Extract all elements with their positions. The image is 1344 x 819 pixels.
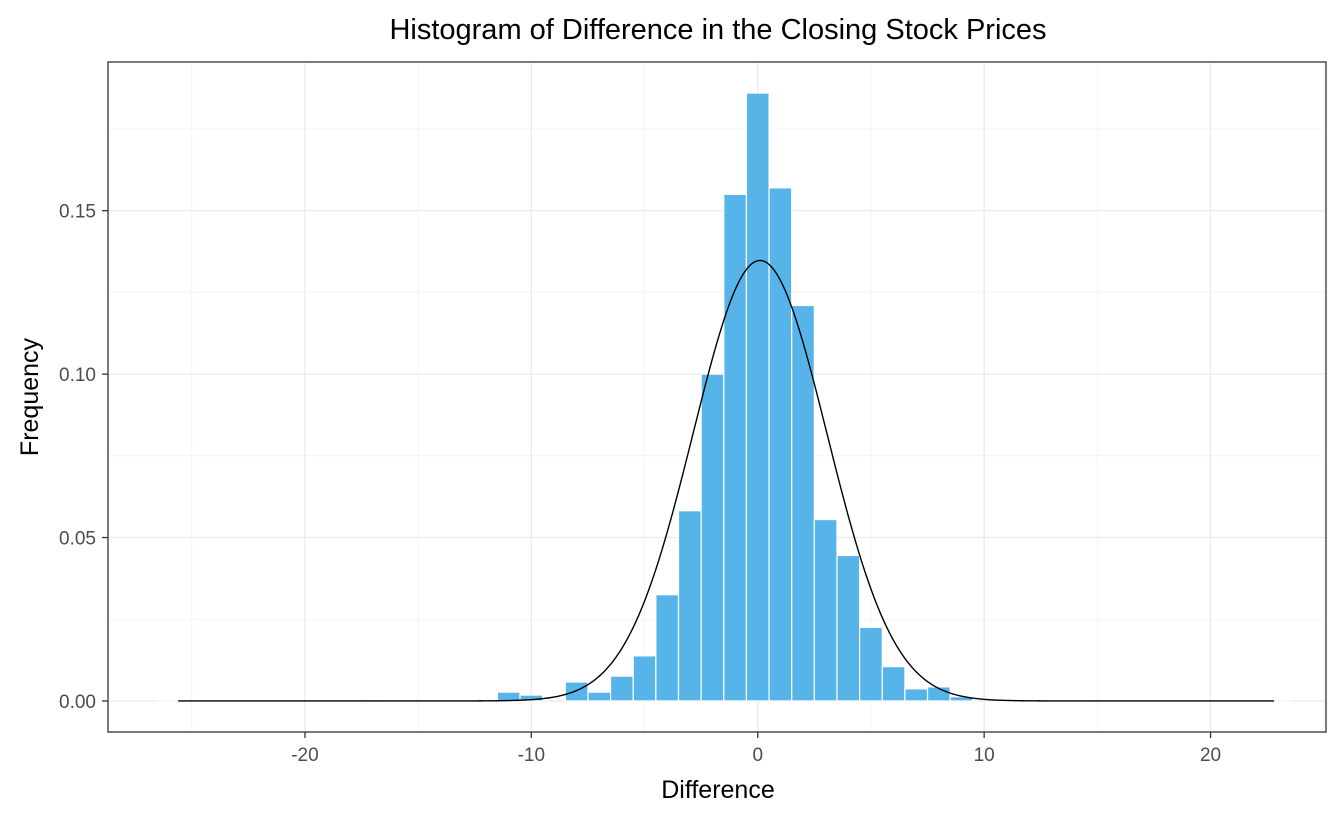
histogram-bar bbox=[655, 594, 680, 702]
histogram-bar bbox=[564, 681, 589, 702]
histogram-bar bbox=[700, 373, 725, 702]
x-axis-ticks: -20 -10 0 10 20 bbox=[291, 732, 1221, 766]
x-tick-label: 0 bbox=[752, 745, 763, 766]
x-tick-label: 20 bbox=[1200, 745, 1221, 766]
y-tick-label: 0.05 bbox=[59, 529, 96, 550]
histogram-bar bbox=[791, 304, 815, 702]
histogram-bar bbox=[587, 691, 612, 702]
histogram-bar bbox=[859, 626, 883, 702]
y-axis-title: Frequency bbox=[16, 337, 44, 456]
y-tick-label: 0.15 bbox=[59, 202, 96, 223]
panel-border bbox=[107, 61, 1327, 733]
y-tick-label: 0.00 bbox=[59, 692, 96, 713]
y-tick-label: 0.10 bbox=[59, 365, 96, 386]
histogram-bar bbox=[157, 699, 182, 702]
histogram-bar bbox=[496, 691, 521, 702]
normal-density-curve bbox=[178, 259, 1274, 702]
minor-gridlines bbox=[108, 62, 1326, 732]
x-tick-label: 10 bbox=[974, 745, 995, 766]
histogram-bar bbox=[881, 666, 906, 702]
histogram-bar bbox=[632, 655, 657, 702]
x-tick-label: -10 bbox=[518, 745, 545, 766]
histogram-bars bbox=[157, 92, 1291, 702]
chart-title: Histogram of Difference in the Closing S… bbox=[389, 14, 1046, 46]
histogram-bar bbox=[677, 510, 702, 702]
histogram-bar bbox=[609, 675, 634, 702]
histogram-bar bbox=[745, 92, 770, 702]
histogram-bar bbox=[768, 187, 793, 702]
density-curve-layer bbox=[178, 259, 1274, 702]
x-axis-title: Difference bbox=[661, 776, 775, 804]
x-tick-label: -20 bbox=[291, 745, 318, 766]
histogram-bar bbox=[813, 518, 838, 702]
histogram-bar bbox=[904, 688, 929, 702]
histogram-bar bbox=[836, 554, 861, 702]
histogram-bar bbox=[723, 193, 748, 702]
y-axis-ticks: 0.00 0.05 0.10 0.15 bbox=[59, 202, 108, 713]
